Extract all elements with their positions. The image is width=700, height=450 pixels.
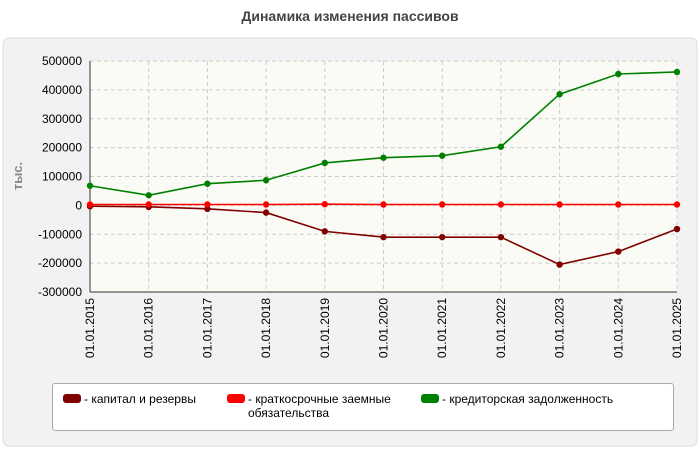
x-tick-label: 01.01.2020 <box>377 298 391 358</box>
point <box>204 180 211 187</box>
y-tick-label: -100000 <box>38 227 82 241</box>
point <box>673 225 681 233</box>
y-tick-label: 100000 <box>42 170 82 184</box>
point <box>556 91 563 98</box>
x-tick-label: 01.01.2015 <box>83 298 97 358</box>
point <box>439 233 446 241</box>
legend-label: кредиторская задолженность <box>442 392 613 406</box>
point <box>145 192 152 199</box>
x-tick-label: 01.01.2024 <box>611 298 625 358</box>
legend-label: краткосрочные заемные обязательства <box>248 392 407 420</box>
y-tick-label: 200000 <box>42 141 82 155</box>
x-tick-label: 01.01.2018 <box>259 298 273 358</box>
point <box>204 201 211 208</box>
point <box>615 70 622 78</box>
legend-item: капитал и резервы <box>63 392 213 430</box>
point <box>673 68 681 76</box>
point <box>321 228 328 235</box>
y-axis-label: тыс. <box>10 162 25 190</box>
point <box>556 261 563 268</box>
legend-swatch <box>421 394 439 403</box>
legend-swatch <box>63 394 81 403</box>
y-tick-label: -200000 <box>38 256 82 270</box>
point <box>86 201 94 208</box>
point <box>145 201 152 208</box>
legend-swatch <box>227 394 245 403</box>
x-tick-label: 01.01.2017 <box>200 298 214 358</box>
x-tick-label: 01.01.2016 <box>142 298 156 358</box>
point <box>615 248 622 255</box>
point <box>380 201 387 208</box>
y-tick-label: 400000 <box>42 83 82 97</box>
point <box>439 152 446 159</box>
legend-label: капитал и резервы <box>84 392 196 406</box>
point <box>86 182 94 189</box>
x-tick-label: 01.01.2025 <box>670 298 684 358</box>
point <box>262 177 270 184</box>
point <box>321 201 328 208</box>
point <box>262 201 270 208</box>
point <box>497 201 505 208</box>
point <box>556 201 563 208</box>
point <box>321 159 328 167</box>
y-tick-label: 500000 <box>42 54 82 68</box>
point <box>262 209 270 216</box>
x-tick-label: 01.01.2021 <box>435 298 449 358</box>
y-tick-label: 0 <box>75 198 82 212</box>
point <box>380 233 387 241</box>
point <box>497 143 505 150</box>
point <box>380 154 387 161</box>
x-tick-label: 01.01.2022 <box>494 298 508 358</box>
point <box>439 201 446 208</box>
legend: капитал и резервы краткосрочные заемные о… <box>52 383 674 431</box>
y-tick-label: -300000 <box>38 285 82 299</box>
point <box>497 233 505 241</box>
legend-item: кредиторская задолженность <box>421 392 613 430</box>
point <box>673 201 681 208</box>
y-tick-label: 300000 <box>42 112 82 126</box>
point <box>615 201 622 208</box>
x-tick-label: 01.01.2023 <box>553 298 567 358</box>
chart-title: Динамика изменения пассивов <box>241 8 459 24</box>
legend-item: краткосрочные заемные обязательства <box>227 392 407 430</box>
x-tick-label: 01.01.2019 <box>318 298 332 358</box>
